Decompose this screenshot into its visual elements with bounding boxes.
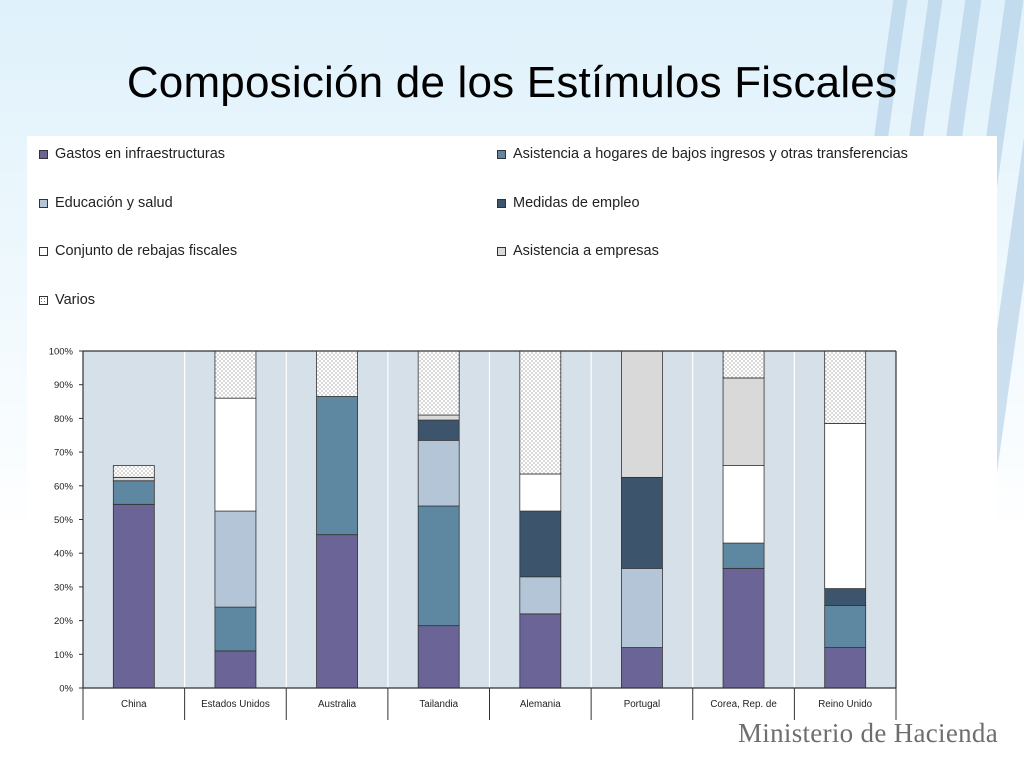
bar-segment — [722, 465, 765, 544]
x-category-label: China — [121, 699, 147, 710]
legend-label: Conjunto de rebajas fiscales — [55, 243, 238, 259]
bar-segment — [824, 588, 867, 606]
y-tick-label: 60% — [54, 481, 74, 492]
x-category-label: Estados Unidos — [201, 699, 270, 710]
bar-segment — [417, 625, 460, 689]
bar-segment — [112, 503, 155, 689]
legend-label: Asistencia a empresas — [513, 243, 659, 259]
legend-swatch — [497, 149, 506, 159]
legend-swatch — [39, 149, 48, 159]
legend-item: Medidas de empleo — [497, 195, 640, 211]
y-tick-label: 70% — [54, 448, 74, 459]
bar-segment — [214, 606, 257, 652]
bar-segment — [112, 465, 155, 478]
x-category-label: Corea, Rep. de — [710, 699, 777, 710]
bar-segment — [621, 647, 663, 689]
bar-segment — [621, 350, 663, 478]
bar-segment — [417, 505, 460, 627]
y-tick-label: 90% — [54, 380, 74, 391]
legend-swatch — [39, 246, 48, 256]
bar-segment — [722, 350, 765, 379]
bar-segment — [519, 473, 562, 512]
bar-segment — [417, 350, 460, 416]
legend-label: Asistencia a hogares de bajos ingresos y… — [513, 146, 908, 162]
y-tick-label: 0% — [59, 684, 73, 695]
chart-panel: Gastos en infraestructuras Asistencia a h… — [27, 136, 997, 720]
bar-segment — [824, 647, 867, 689]
bar-segment — [316, 534, 358, 689]
bar-segment — [519, 350, 562, 475]
x-category-label: Reino Unido — [818, 699, 872, 710]
legend-item: Gastos en infraestructuras — [39, 146, 225, 162]
x-category-label: Australia — [318, 699, 357, 710]
bar-segment — [112, 476, 155, 482]
legend-swatch — [39, 198, 48, 208]
y-tick-label: 30% — [54, 582, 74, 593]
legend-item: Conjunto de rebajas fiscales — [39, 243, 237, 259]
bar-segment — [519, 576, 562, 615]
y-tick-label: 50% — [54, 515, 74, 526]
bar-segment — [214, 350, 257, 399]
bar-segment — [214, 650, 257, 689]
bar-segment — [824, 423, 867, 589]
slide-title: Composición de los Estímulos Fiscales — [126, 58, 898, 107]
legend-label: Educación y salud — [55, 195, 173, 211]
y-tick-label: 100% — [49, 347, 74, 358]
bar-segment — [722, 377, 765, 466]
legend-swatch — [39, 295, 48, 305]
bar-segment — [112, 480, 155, 505]
bar-segment — [214, 397, 257, 512]
legend-item: Asistencia a empresas — [497, 243, 659, 259]
bar-segment — [722, 542, 765, 569]
bar-segment — [722, 567, 765, 689]
y-tick-label: 80% — [54, 414, 74, 425]
bar-segment — [621, 567, 663, 648]
bar-segment — [824, 350, 867, 424]
x-category-label: Tailandia — [419, 699, 458, 710]
y-tick-label: 10% — [54, 650, 74, 661]
bar-segment — [824, 605, 867, 648]
bar-segment — [417, 439, 460, 507]
bar-segment — [316, 350, 358, 397]
legend-item: Asistencia a hogares de bajos ingresos y… — [497, 146, 908, 162]
ministry-logo-text: Ministerio de Hacienda — [737, 718, 998, 748]
y-tick-label: 20% — [54, 616, 74, 627]
bar-segment — [316, 396, 358, 536]
bar-segment — [417, 419, 460, 441]
bar-segment — [519, 613, 562, 689]
x-category-label: Alemania — [520, 699, 561, 710]
legend-label: Varios — [55, 292, 96, 308]
bar-segment — [621, 476, 663, 569]
y-tick-label: 40% — [54, 549, 74, 560]
legend-swatch — [497, 246, 506, 256]
legend-item: Varios — [39, 292, 95, 308]
legend-label: Medidas de empleo — [513, 195, 640, 211]
bar-segment — [214, 510, 257, 608]
legend-label: Gastos en infraestructuras — [55, 146, 226, 162]
legend-swatch — [497, 198, 506, 208]
bar-segment — [519, 510, 562, 578]
bar-segment — [417, 414, 460, 421]
stacked-bar-chart: 0% 10% 20% 30% 40% 50% 60% 70% 80% 90% 100% China Es… — [49, 347, 897, 720]
legend-item: Educación y salud — [39, 195, 173, 211]
x-category-label: Portugal — [624, 699, 661, 710]
